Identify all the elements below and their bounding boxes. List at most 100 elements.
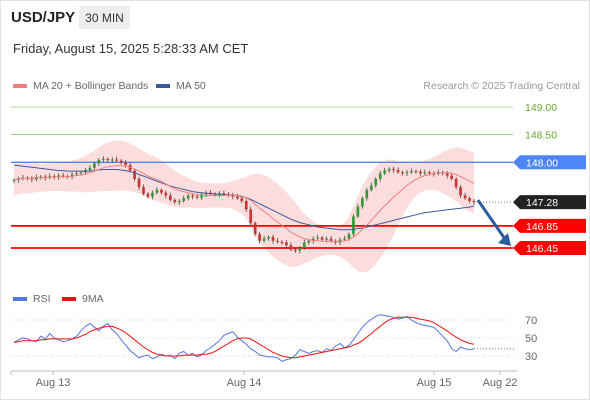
candle-body [30, 178, 34, 180]
candle-body [106, 158, 110, 161]
level-label-148.00: 148.00 [526, 157, 558, 169]
level-tag-146.45 [513, 241, 586, 255]
candle-body [186, 195, 190, 199]
ma20-line [13, 165, 475, 242]
bollinger-bands [14, 140, 474, 273]
candle-body [463, 195, 467, 199]
candle-body [258, 234, 261, 241]
candle-body [52, 176, 56, 178]
rsi-ma-line [13, 316, 475, 359]
timeframe-button[interactable]: 30 MIN [79, 6, 130, 29]
legend-rsi-label: RSI [33, 293, 51, 305]
candle-body [17, 178, 20, 180]
candle-body [34, 177, 38, 180]
level-tag-147.28 [513, 195, 586, 210]
rsi-tick-50: 50 [525, 333, 537, 345]
candle-body [235, 196, 239, 199]
legend-rsi-ma-label: 9MA [82, 293, 104, 305]
candle-body [168, 195, 172, 200]
candle-body [119, 160, 123, 163]
legend-rsi: RSI [13, 293, 51, 305]
candle-body [218, 193, 221, 195]
level-label-147.28: 147.28 [526, 197, 558, 209]
candle-body [164, 192, 168, 196]
candle-body [369, 185, 373, 190]
rsi-tick-30: 30 [525, 351, 537, 363]
candle-body [79, 172, 83, 174]
x-tick-label: Aug 13 [36, 377, 71, 389]
level-label-146.45: 146.45 [526, 243, 558, 255]
candle-body [459, 187, 462, 196]
level-tag-146.85 [513, 218, 586, 233]
level-tag-148.00 [513, 155, 586, 170]
candle-body [294, 249, 297, 251]
candle-body [383, 170, 387, 174]
candle-body [365, 189, 369, 199]
candle-body [302, 242, 306, 248]
candle-body [329, 238, 333, 241]
candle-body [151, 192, 154, 197]
forecast-arrow-shaft [476, 199, 507, 240]
candle-body [352, 216, 355, 235]
candle-body [195, 196, 199, 198]
candle-body [39, 176, 43, 178]
candle-body [155, 189, 159, 193]
rsi-swatch [13, 297, 27, 301]
candle-body [405, 172, 409, 174]
candle-body [75, 173, 78, 175]
candle-body [445, 173, 449, 176]
candle-body [472, 201, 476, 203]
level-label-148.50: 148.50 [525, 130, 557, 142]
rsi-line [13, 314, 475, 362]
candle-body [311, 238, 315, 241]
candle-body [374, 178, 378, 186]
candle-body [280, 241, 284, 243]
candle-body [12, 179, 16, 182]
candle-body [231, 194, 235, 197]
candle-body [289, 245, 293, 250]
candle-body [240, 198, 244, 201]
candle-body [401, 172, 404, 174]
candle-body [428, 172, 431, 174]
candle-body [110, 159, 114, 161]
candle-body [325, 238, 328, 240]
candle-body [200, 194, 203, 198]
candle-body [285, 242, 288, 246]
candle-body [450, 175, 454, 179]
candle-body [253, 223, 257, 235]
down-right-arrow-icon [498, 233, 511, 246]
candle-body [70, 174, 74, 177]
candle-body [249, 209, 253, 224]
candle-body [124, 162, 127, 166]
candle-body [222, 193, 226, 195]
candle-body [177, 201, 181, 203]
candle-body [43, 176, 47, 178]
legend-ma20-label: MA 20 + Bollinger Bands [33, 80, 149, 92]
legend-ma50-label: MA 50 [176, 80, 206, 92]
candle-body [93, 163, 96, 168]
candle-body [414, 171, 418, 173]
ma20-swatch [13, 84, 27, 88]
candle-body [244, 201, 248, 210]
candle-body [298, 248, 302, 251]
candle-body [146, 193, 150, 197]
candle-body [133, 170, 136, 179]
candle-body [387, 168, 391, 171]
candle-body [396, 170, 400, 173]
legend-rsi-ma: 9MA [62, 293, 104, 305]
candle-body [209, 192, 212, 194]
credit: Research © 2025 Trading Central [423, 80, 580, 92]
candle-body [115, 159, 119, 161]
candle-body [316, 237, 320, 239]
candle-body [343, 238, 346, 240]
candle-body [468, 198, 471, 201]
candle-body [410, 171, 413, 173]
timestamp: Friday, August 15, 2025 5:28:33 AM CET [13, 41, 249, 56]
candle-body [392, 168, 395, 171]
rsi-tick-70: 70 [525, 315, 537, 327]
candle-body [88, 167, 92, 171]
candle-body [271, 236, 275, 241]
candle-body [423, 172, 427, 174]
candle-body [361, 198, 364, 207]
